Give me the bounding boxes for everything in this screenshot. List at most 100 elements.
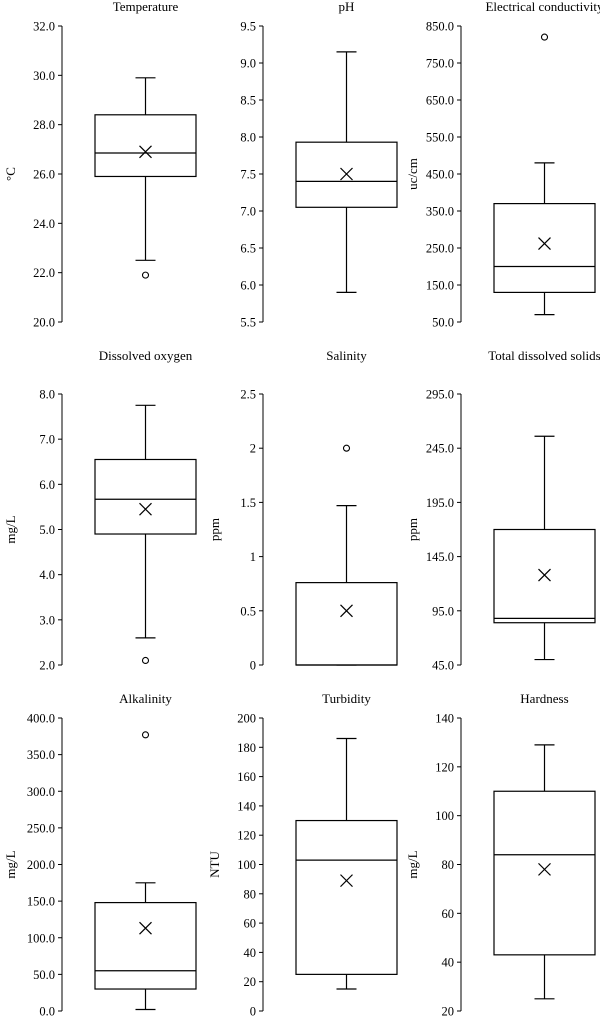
mean-marker: [538, 568, 551, 582]
y-tick-label: 80: [442, 858, 455, 872]
panel-title: Temperature: [113, 0, 179, 14]
y-tick-label: 400.0: [27, 712, 55, 726]
y-tick-label: 24.0: [33, 217, 55, 231]
y-tick-label: 200: [237, 712, 256, 726]
panel-title: Hardness: [520, 691, 568, 706]
mean-marker-stroke: [538, 862, 551, 876]
mean-marker-stroke: [340, 874, 353, 888]
y-tick-label: 140: [237, 799, 256, 813]
y-tick-label: 550.0: [426, 131, 454, 145]
y-tick-label: 20: [244, 975, 257, 989]
y-tick-label: 26.0: [33, 168, 55, 182]
y-tick-label: 0.0: [39, 1005, 55, 1016]
panel-salinity: Salinity 0 0.5 1 1.5 2 2.5 ppm: [207, 348, 398, 673]
y-tick-label: 8.0: [240, 131, 256, 145]
mean-marker-stroke: [139, 502, 152, 516]
panel-electrical-conductivity: Electrical conductivity 50.0 150.0 250.0 350…: [405, 0, 600, 330]
y-tick-label: 180: [237, 741, 256, 755]
iqr-box: [493, 790, 596, 956]
y-tick-label: 45.0: [432, 659, 454, 673]
y-axis-label: NTU: [207, 851, 222, 878]
mean-marker-stroke: [538, 568, 551, 582]
y-tick-label: 50.0: [432, 316, 454, 330]
y-tick-label: 750.0: [426, 57, 454, 71]
panel-alkalinity: Alkalinity 0.0 50.0 100.0 150.0 200.0 250.0 300…: [3, 691, 197, 1016]
y-tick-label: 60: [442, 907, 455, 921]
y-tick-label: 95.0: [432, 604, 454, 618]
mean-marker-stroke: [538, 237, 551, 250]
mean-marker: [538, 862, 551, 876]
mean-marker: [340, 604, 353, 618]
panel-title: Electrical conductivity: [485, 0, 600, 14]
y-tick-label: 350.0: [426, 205, 454, 219]
y-tick-label: 7.0: [240, 205, 256, 219]
y-tick-label: 32.0: [33, 20, 55, 34]
y-tick-label: 7.0: [39, 433, 55, 447]
y-axis-label: ppm: [405, 518, 420, 541]
mean-marker-stroke: [340, 604, 353, 618]
y-tick-label: 80: [244, 887, 257, 901]
outlier-point: [141, 731, 150, 739]
y-tick-label: 28.0: [33, 118, 55, 132]
y-tick-label: 0.5: [240, 604, 256, 618]
y-tick-label: 22.0: [33, 266, 55, 280]
y-axis-label: mg/L: [405, 850, 420, 878]
y-tick-label: 150.0: [27, 895, 55, 909]
panel-temperature: Temperature 20.0 22.0 24.0 26.0 28.0 30.0 32.0 °…: [3, 0, 197, 330]
y-tick-label: 140: [435, 712, 454, 726]
outlier-point: [141, 271, 150, 279]
mean-marker: [340, 874, 353, 888]
y-tick-label: 5.5: [240, 316, 256, 330]
y-tick-label: 120: [237, 829, 256, 843]
panel-hardness: Hardness 20 40 60 80 100 120 140 mg/L: [405, 691, 596, 1016]
y-tick-label: 6.5: [240, 242, 256, 256]
y-tick-label: 2.0: [39, 659, 55, 673]
y-tick-label: 9.5: [240, 20, 256, 34]
y-tick-label: 4.0: [39, 568, 55, 582]
y-tick-label: 30.0: [33, 69, 55, 83]
mean-marker: [538, 237, 551, 250]
panel-title: Alkalinity: [119, 691, 172, 706]
y-tick-label: 1.5: [240, 496, 256, 510]
outlier-point: [540, 33, 549, 41]
outlier-point: [342, 444, 351, 452]
y-tick-label: 20.0: [33, 316, 55, 330]
y-tick-label: 250.0: [426, 242, 454, 256]
mean-marker-stroke: [139, 921, 152, 935]
y-tick-label: 6.0: [39, 478, 55, 492]
iqr-box: [493, 528, 596, 624]
iqr-box: [94, 458, 197, 535]
y-axis-label: °C: [3, 167, 18, 181]
y-tick-label: 7.5: [240, 168, 256, 182]
y-axis-label: uc/cm: [405, 158, 420, 190]
panel-title: Turbidity: [322, 691, 371, 706]
y-tick-label: 8.0: [39, 388, 55, 402]
y-axis-label: mg/L: [3, 850, 18, 878]
y-tick-label: 200.0: [27, 858, 55, 872]
y-tick-label: 295.0: [426, 388, 454, 402]
panel-title: Total dissolved solids: [488, 348, 600, 363]
y-tick-label: 250.0: [27, 821, 55, 835]
y-tick-label: 60: [244, 917, 257, 931]
y-tick-label: 0: [250, 1005, 256, 1016]
y-tick-label: 145.0: [426, 550, 454, 564]
outlier-point: [141, 656, 150, 665]
mean-marker-stroke: [139, 145, 152, 159]
mean-marker-stroke: [340, 167, 353, 181]
y-tick-label: 8.5: [240, 94, 256, 108]
panel-turbidity: Turbidity 0 20 40 60 80 100 120 140 160 180 200 NTU: [207, 691, 398, 1016]
y-tick-label: 350.0: [27, 748, 55, 762]
y-tick-label: 160: [237, 770, 256, 784]
y-tick-label: 0: [250, 659, 256, 673]
panel-title: Salinity: [326, 348, 367, 363]
y-tick-label: 100: [435, 809, 454, 823]
y-tick-label: 20: [442, 1005, 455, 1016]
y-tick-label: 50.0: [33, 968, 55, 982]
y-tick-label: 6.0: [240, 279, 256, 293]
y-tick-label: 5.0: [39, 523, 55, 537]
y-tick-label: 2: [250, 442, 256, 456]
iqr-box: [295, 819, 398, 975]
y-tick-label: 100: [237, 858, 256, 872]
panel-title: Dissolved oxygen: [99, 348, 193, 363]
